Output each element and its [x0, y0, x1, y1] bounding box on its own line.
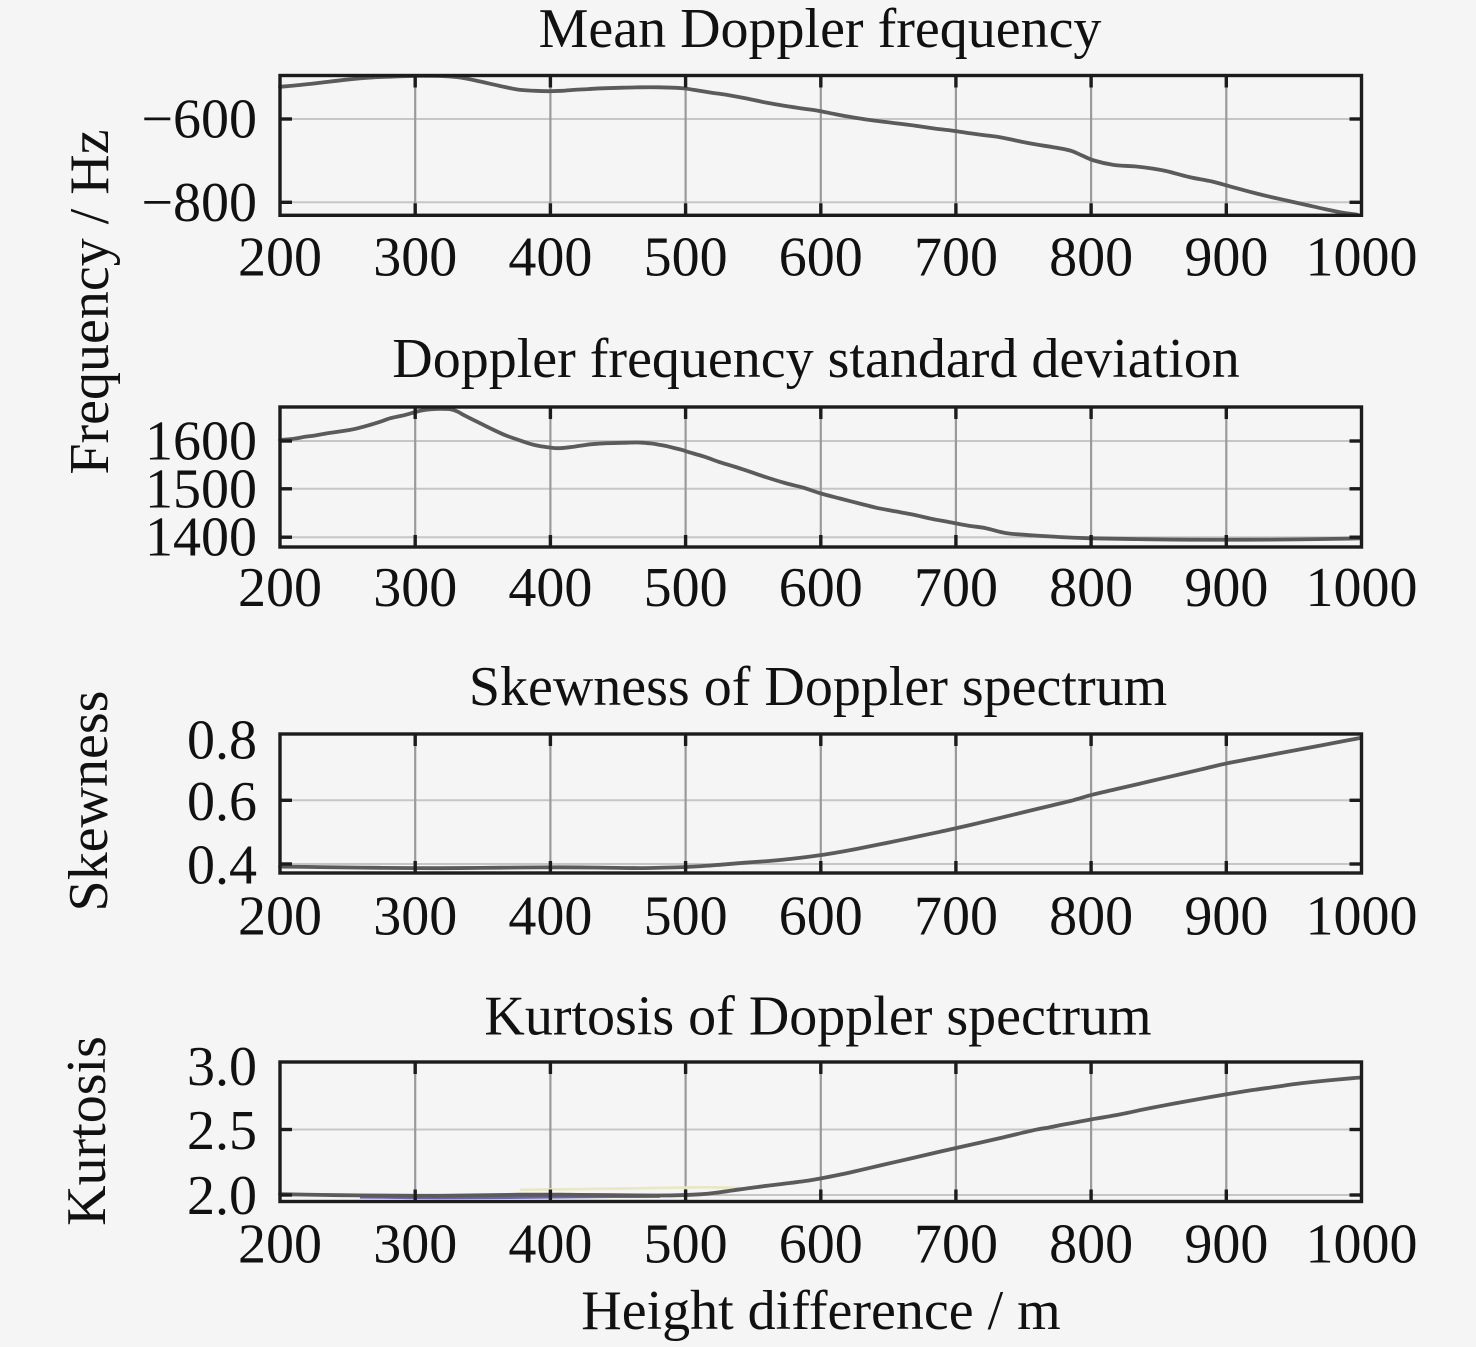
- svg-text:0.8: 0.8: [187, 710, 257, 772]
- svg-text:1000: 1000: [1306, 886, 1418, 948]
- svg-text:800: 800: [1049, 1214, 1133, 1276]
- svg-text:Kurtosis of Doppler spectrum: Kurtosis of Doppler spectrum: [484, 986, 1151, 1048]
- svg-text:300: 300: [373, 227, 457, 289]
- svg-text:500: 500: [644, 1214, 728, 1276]
- svg-text:500: 500: [644, 886, 728, 948]
- svg-text:600: 600: [779, 1214, 863, 1276]
- svg-text:3.0: 3.0: [187, 1036, 257, 1098]
- svg-text:400: 400: [508, 557, 592, 619]
- svg-text:600: 600: [779, 227, 863, 289]
- svg-text:800: 800: [1049, 227, 1133, 289]
- svg-text:−600: −600: [141, 89, 257, 151]
- svg-text:900: 900: [1184, 1214, 1268, 1276]
- svg-text:2.0: 2.0: [187, 1165, 257, 1227]
- svg-text:0.4: 0.4: [187, 835, 257, 897]
- svg-text:2.5: 2.5: [187, 1100, 257, 1162]
- svg-text:200: 200: [238, 227, 322, 289]
- svg-text:800: 800: [1049, 886, 1133, 948]
- svg-text:1000: 1000: [1306, 557, 1418, 619]
- svg-text:900: 900: [1184, 557, 1268, 619]
- svg-text:−800: −800: [141, 172, 257, 234]
- svg-text:600: 600: [779, 557, 863, 619]
- svg-text:1000: 1000: [1306, 227, 1418, 289]
- svg-text:400: 400: [508, 227, 592, 289]
- svg-text:Frequency / Hz: Frequency / Hz: [59, 129, 121, 474]
- svg-text:600: 600: [779, 886, 863, 948]
- svg-text:Kurtosis: Kurtosis: [56, 1036, 118, 1226]
- svg-text:1000: 1000: [1306, 1214, 1418, 1276]
- svg-text:200: 200: [238, 886, 322, 948]
- svg-text:300: 300: [373, 1214, 457, 1276]
- svg-text:1600: 1600: [145, 411, 257, 473]
- svg-text:0.6: 0.6: [187, 771, 257, 833]
- svg-text:200: 200: [238, 557, 322, 619]
- svg-text:200: 200: [238, 1214, 322, 1276]
- svg-text:Height difference / m: Height difference / m: [581, 1280, 1060, 1342]
- svg-text:900: 900: [1184, 227, 1268, 289]
- svg-text:700: 700: [914, 886, 998, 948]
- svg-text:500: 500: [644, 227, 728, 289]
- svg-text:400: 400: [508, 1214, 592, 1276]
- svg-text:700: 700: [914, 227, 998, 289]
- svg-text:1400: 1400: [145, 507, 257, 569]
- svg-text:1500: 1500: [145, 458, 257, 520]
- svg-text:800: 800: [1049, 557, 1133, 619]
- svg-text:700: 700: [914, 557, 998, 619]
- svg-text:900: 900: [1184, 886, 1268, 948]
- svg-text:Skewness of Doppler spectrum: Skewness of Doppler spectrum: [469, 656, 1167, 718]
- svg-text:Skewness: Skewness: [58, 691, 120, 912]
- svg-text:300: 300: [373, 886, 457, 948]
- svg-text:400: 400: [508, 886, 592, 948]
- svg-text:500: 500: [644, 557, 728, 619]
- svg-text:Doppler frequency standard dev: Doppler frequency standard deviation: [392, 328, 1239, 390]
- svg-text:Mean Doppler frequency: Mean Doppler frequency: [539, 0, 1102, 60]
- svg-text:700: 700: [914, 1214, 998, 1276]
- svg-text:300: 300: [373, 557, 457, 619]
